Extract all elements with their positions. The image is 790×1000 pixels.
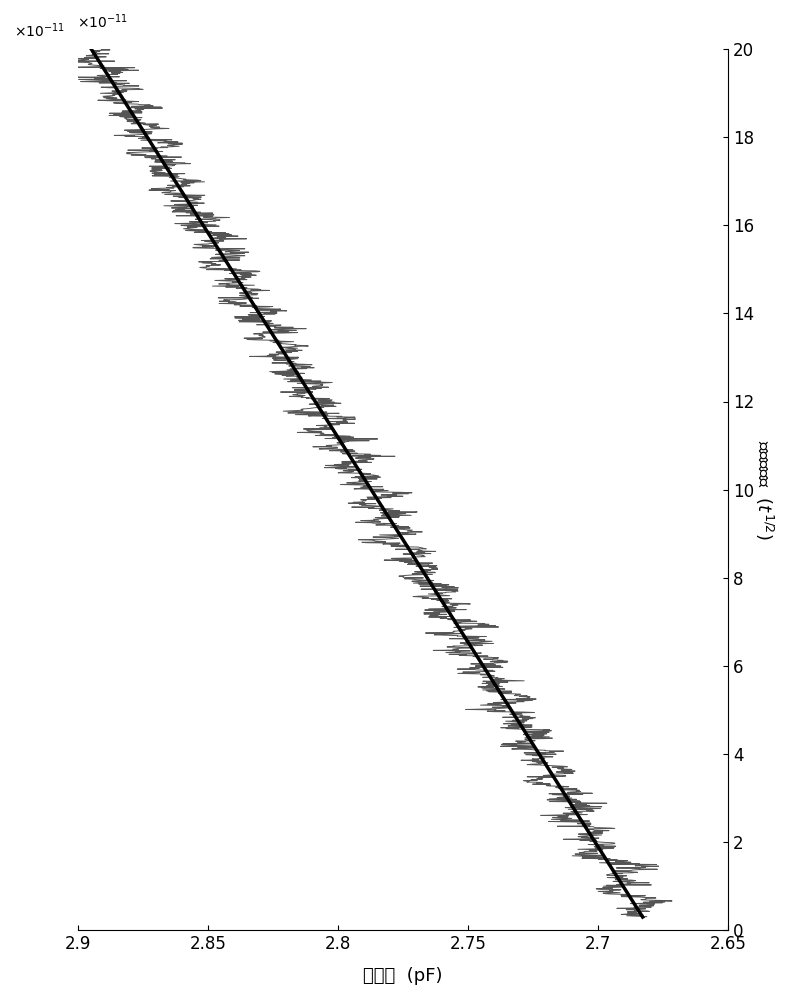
Y-axis label: 时间平方根  ($t^{1/2}$): 时间平方根 ($t^{1/2}$) [753, 440, 775, 540]
Text: $\times10^{-11}$: $\times10^{-11}$ [77, 13, 129, 31]
X-axis label: 电容量  (pF): 电容量 (pF) [363, 967, 443, 985]
Text: $\times10^{-11}$: $\times10^{-11}$ [14, 22, 66, 40]
